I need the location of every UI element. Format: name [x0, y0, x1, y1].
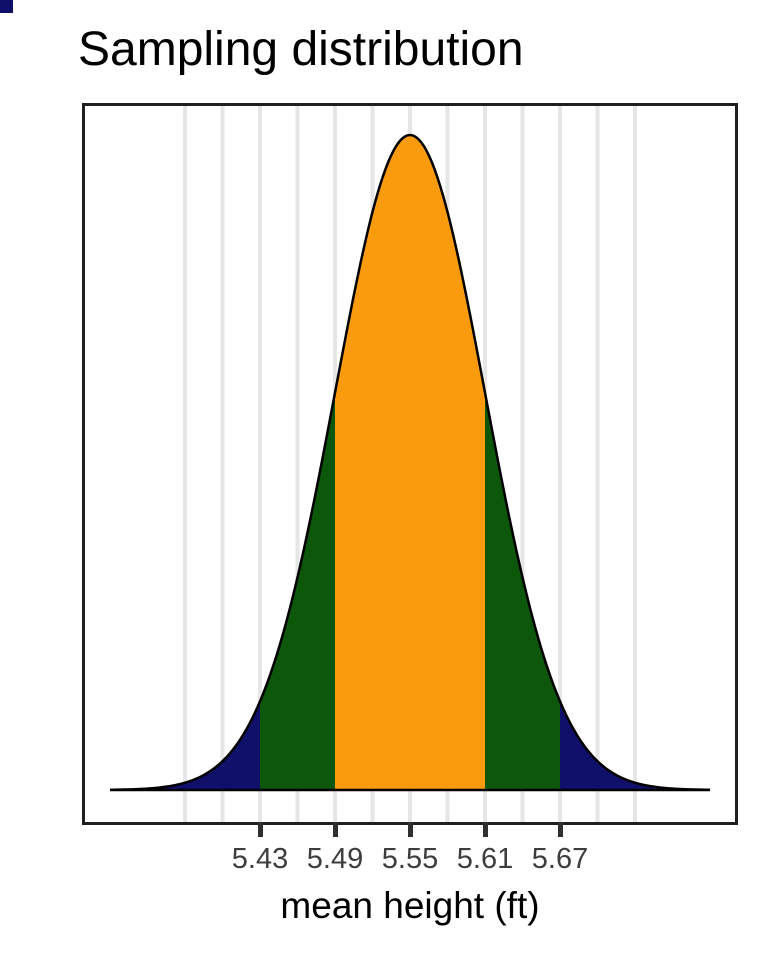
corner-artifact — [0, 0, 13, 13]
distribution-plot — [109, 106, 711, 822]
x-tick-label: 5.43 — [231, 843, 289, 875]
region-fill-within-1sd — [335, 135, 490, 790]
x-tick — [407, 822, 413, 837]
curve-outline — [109, 133, 711, 792]
x-tick-label: 5.49 — [306, 843, 364, 875]
x-tick-label: 5.67 — [531, 843, 589, 875]
x-tick — [557, 822, 563, 837]
x-tick — [257, 822, 263, 837]
region-fill-right-tail-beyond-2sd — [560, 701, 710, 790]
x-axis-label: mean height (ft) — [280, 885, 540, 926]
x-tick — [332, 822, 338, 837]
x-tick — [482, 822, 488, 837]
chart-title: Sampling distribution — [78, 23, 524, 76]
x-tick-label: 5.55 — [381, 843, 439, 875]
plot-area — [82, 103, 738, 825]
region-fill-left-tail-beyond-2sd — [110, 688, 265, 790]
x-tick-label: 5.61 — [456, 843, 514, 875]
